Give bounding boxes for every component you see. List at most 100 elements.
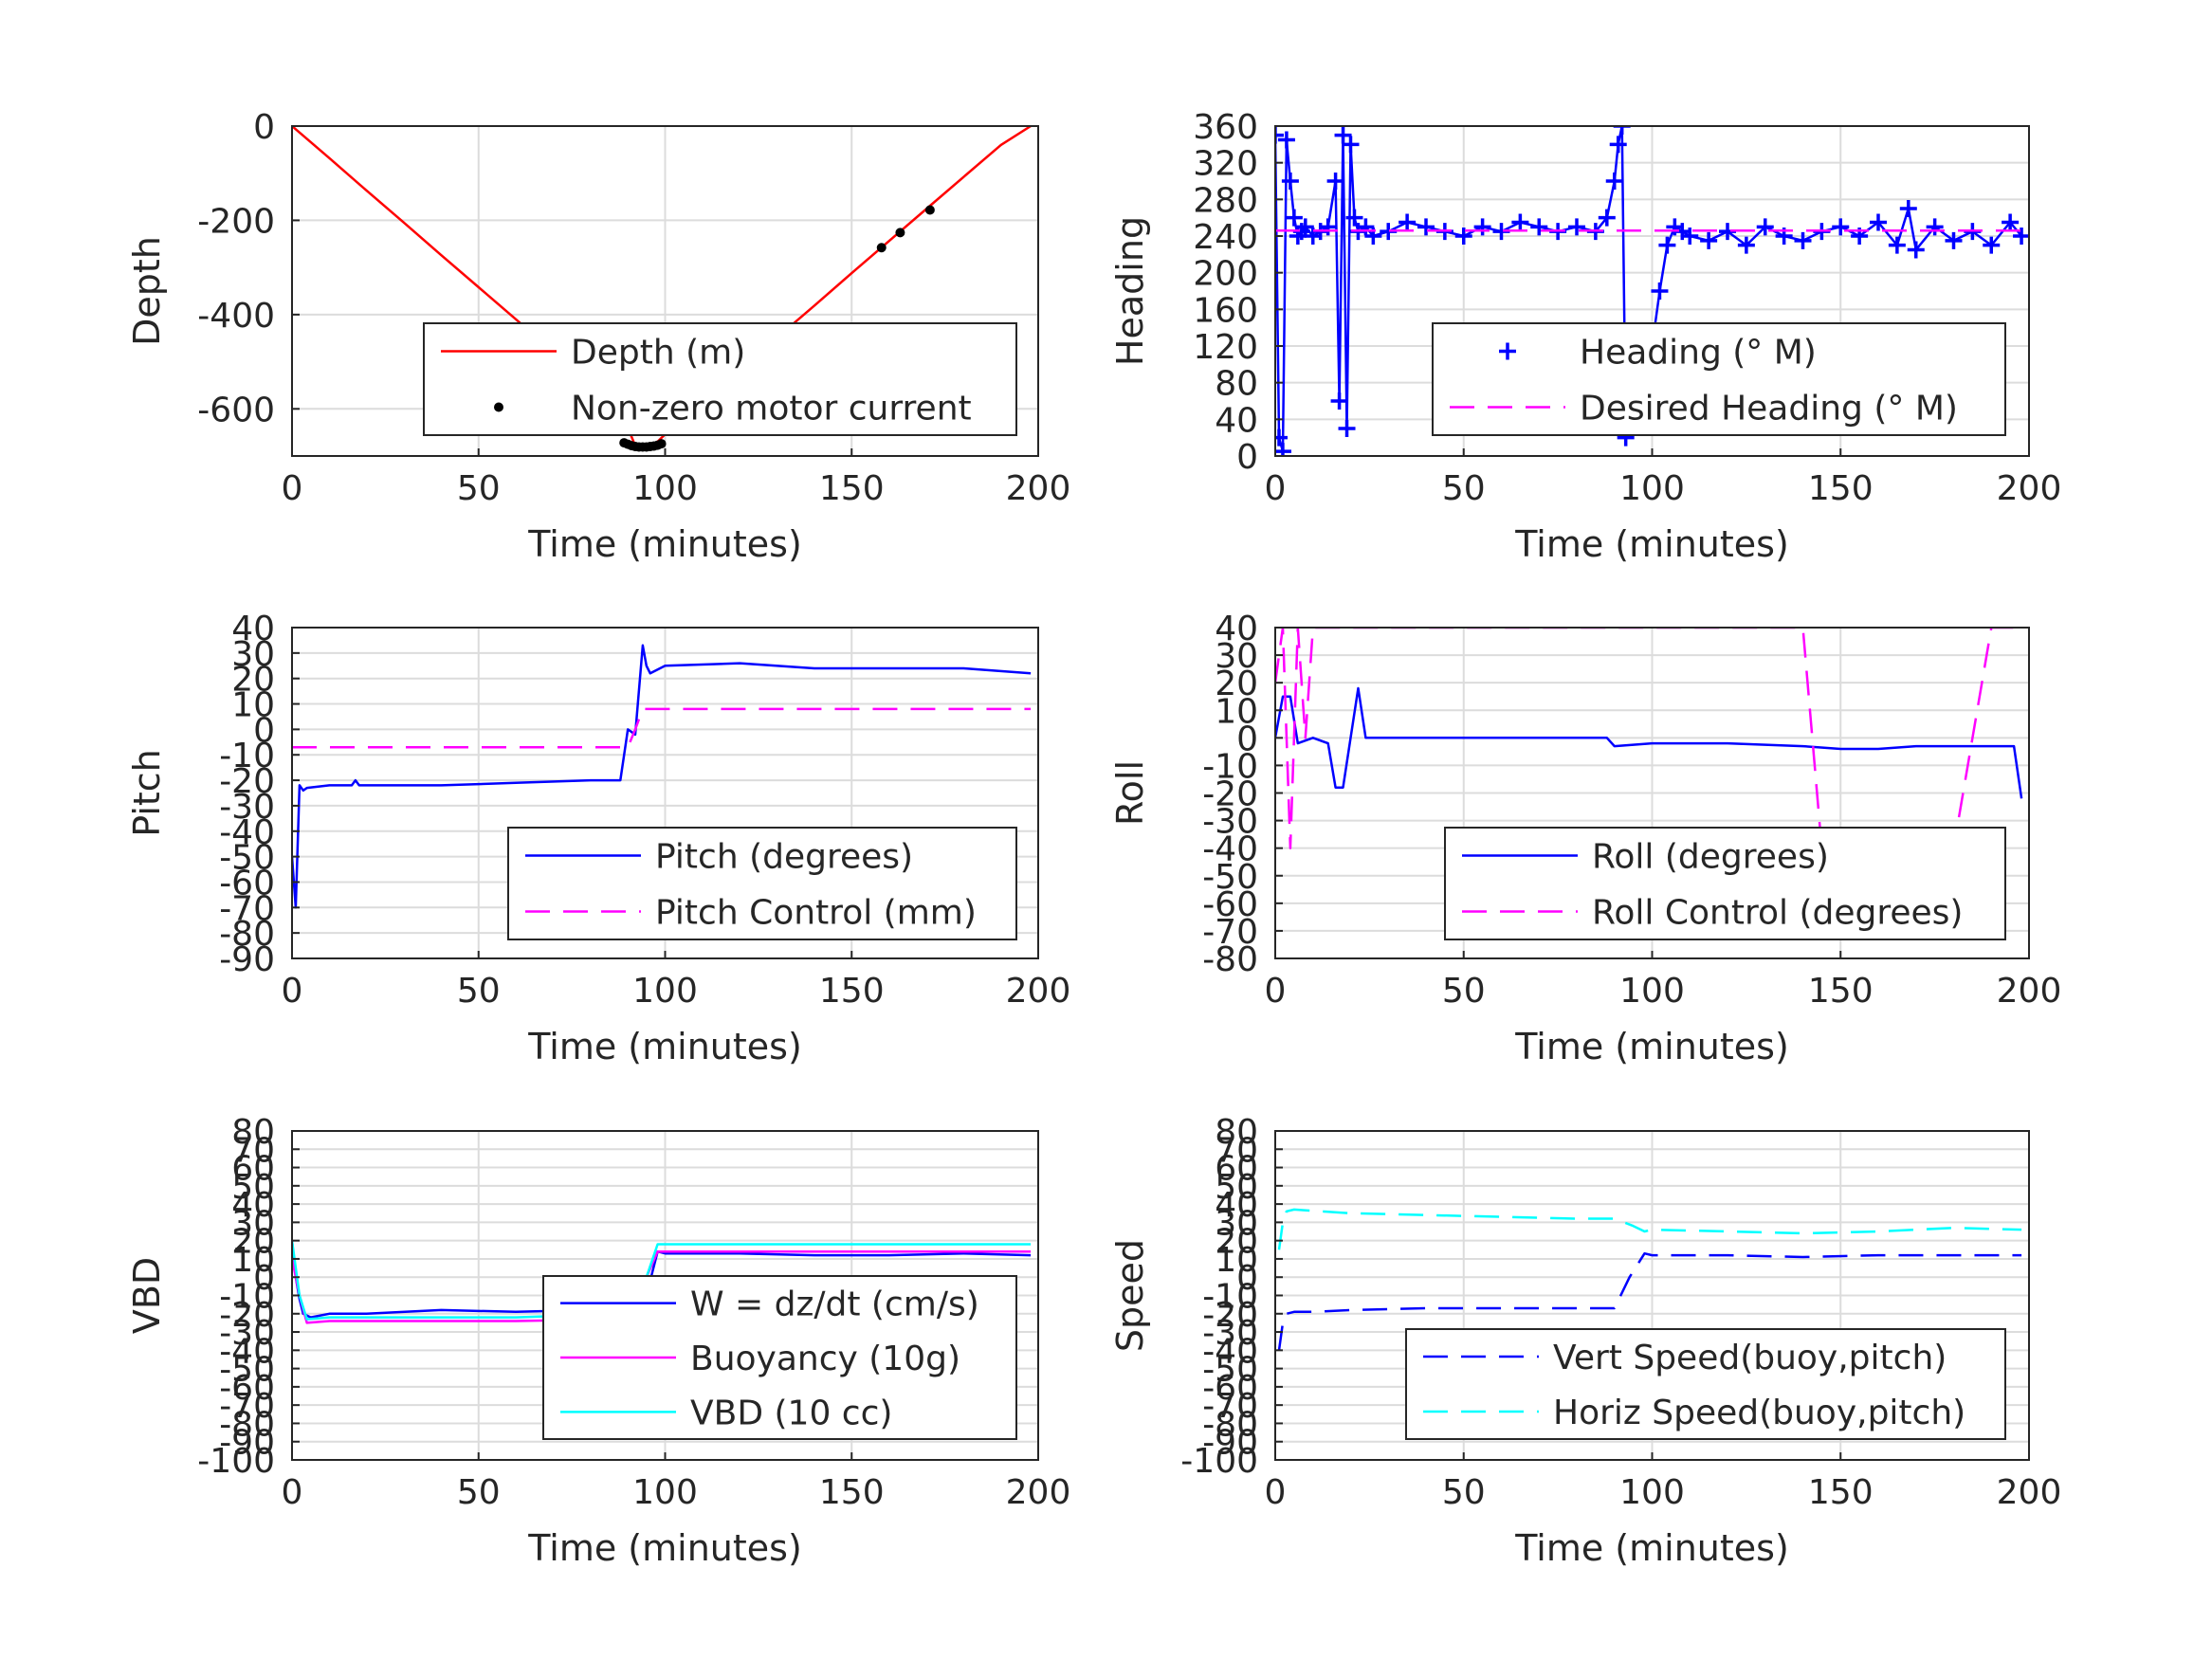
y-tick-label: -90 (1202, 1424, 1258, 1463)
series-group (292, 126, 1032, 452)
x-tick-label: 50 (457, 1473, 501, 1512)
data-point (1338, 420, 1356, 437)
y-tick-label: -20 (219, 1296, 275, 1335)
y-tick-label: 20 (1215, 1223, 1258, 1262)
y-tick-label: 50 (1215, 1168, 1258, 1207)
y-tick-label: 0 (1236, 438, 1258, 477)
x-tick-label: 50 (1442, 1473, 1486, 1512)
y-tick-label: 50 (231, 1168, 275, 1207)
y-tick-label: -70 (1202, 1387, 1258, 1426)
x-tick-label: 200 (1997, 1473, 2062, 1512)
x-tick-label: 0 (1265, 1473, 1287, 1512)
x-tick-label: 100 (632, 1473, 698, 1512)
chart-speed: 0 50 100 150 20080706050403020100-10-20-30-4… (1109, 1113, 2061, 1569)
legend-label: Pitch (degrees) (655, 838, 913, 877)
x-tick-label: 200 (1006, 972, 1071, 1011)
y-tick-label: -20 (219, 762, 275, 801)
legend: Depth (m) Non-zero motor current (423, 322, 1017, 436)
y-tick-label: 30 (1215, 637, 1258, 676)
x-tick-label: 0 (282, 1473, 303, 1512)
x-tick-label: 0 (282, 972, 303, 1011)
y-axis-label: Roll (1109, 760, 1151, 826)
series-line-0 (292, 644, 1032, 909)
x-tick-label: 200 (1997, 972, 2062, 1011)
y-tick-label: 120 (1193, 328, 1258, 367)
x-tick-label: 100 (632, 972, 698, 1011)
legend-label: W = dz/dt (cm/s) (690, 1285, 979, 1324)
x-tick-label: 0 (1265, 972, 1287, 1011)
data-point (1398, 213, 1417, 231)
y-tick-label: -10 (219, 1278, 275, 1317)
y-tick-label: 30 (1215, 1204, 1258, 1243)
y-tick-label: -40 (1202, 1332, 1258, 1371)
data-point (1473, 218, 1491, 236)
chart-depth: 0 50 100 150 200 0 -200 -400 -600 Time (minutes) D… (126, 108, 1070, 565)
y-tick-label: 0 (1236, 720, 1258, 758)
data-point (1609, 136, 1627, 154)
series-line-0 (1277, 1251, 2022, 1351)
y-tick-label: -50 (1202, 858, 1258, 897)
data-point (895, 228, 905, 238)
legend-label: Horiz Speed(buoy,pitch) (1553, 1394, 1965, 1432)
data-point (1651, 283, 1669, 300)
y-tick-label: 200 (1193, 255, 1258, 294)
y-tick-label: -80 (219, 1405, 275, 1444)
y-tick-label: -80 (219, 915, 275, 954)
y-axis-label: Speed (1109, 1239, 1151, 1352)
y-tick-label: -90 (219, 1424, 275, 1463)
y-tick-label: -400 (197, 297, 275, 336)
y-tick-label: -60 (219, 1369, 275, 1408)
y-tick-label: 40 (1215, 610, 1258, 648)
chart-heading: 0 50 100 150 20004080120160200240280320360Ti… (1109, 108, 2061, 565)
y-tick-label: -80 (1202, 1405, 1258, 1444)
x-tick-label: 150 (819, 972, 885, 1011)
legend-label: Roll Control (degrees) (1592, 894, 1963, 933)
y-tick-label: -40 (1202, 830, 1258, 869)
y-axis-label: Pitch (126, 749, 168, 837)
data-point (1319, 218, 1337, 236)
data-point (924, 205, 935, 215)
data-point (1700, 231, 1718, 249)
y-tick-label: -30 (219, 1314, 275, 1353)
y-tick-label: -10 (1202, 747, 1258, 786)
x-tick-label: 50 (457, 469, 501, 508)
data-point (1511, 213, 1529, 231)
x-axis-label: Time (minutes) (527, 1026, 802, 1067)
y-tick-label: 360 (1193, 108, 1258, 147)
legend-swatch (494, 402, 503, 412)
x-tick-label: 100 (632, 469, 698, 508)
y-tick-label: -60 (1202, 1369, 1258, 1408)
legend: Roll (degrees) Roll Control (degrees) (1444, 827, 2006, 940)
legend-label: Non-zero motor current (571, 390, 972, 428)
y-tick-label: 10 (231, 1241, 275, 1280)
legend-label: Buoyancy (10g) (690, 1340, 960, 1378)
x-tick-label: 100 (1619, 1473, 1685, 1512)
y-tick-label: 80 (1215, 1113, 1258, 1152)
chart-pitch: 0 50 100 150 200403020100-10-20-30-40-50-60-… (126, 610, 1070, 1067)
data-point (1357, 218, 1375, 236)
x-axis-label: Time (minutes) (527, 523, 802, 565)
y-tick-label: 0 (253, 108, 275, 147)
data-point (1888, 236, 1906, 254)
data-point (1330, 392, 1348, 410)
legend-box (1405, 1328, 2006, 1440)
legend: W = dz/dt (cm/s) Buoyancy (10g) VBD (10 cc… (542, 1275, 1017, 1440)
data-point (2002, 213, 2020, 231)
y-tick-label: 70 (231, 1131, 275, 1170)
data-point (1598, 209, 1616, 227)
y-tick-label: 320 (1193, 145, 1258, 184)
x-tick-label: 100 (1619, 972, 1685, 1011)
data-point (1334, 126, 1352, 144)
y-tick-label: -50 (1202, 1351, 1258, 1390)
series-group (1277, 1208, 2022, 1351)
y-tick-label: 30 (231, 1204, 275, 1243)
y-tick-label: 30 (231, 635, 275, 674)
data-point (1275, 443, 1291, 456)
y-tick-label: 40 (1215, 1186, 1258, 1225)
data-point (1530, 218, 1548, 236)
data-point (1605, 173, 1623, 190)
data-point (1832, 218, 1850, 236)
data-point (656, 439, 667, 449)
data-point (1870, 213, 1887, 231)
